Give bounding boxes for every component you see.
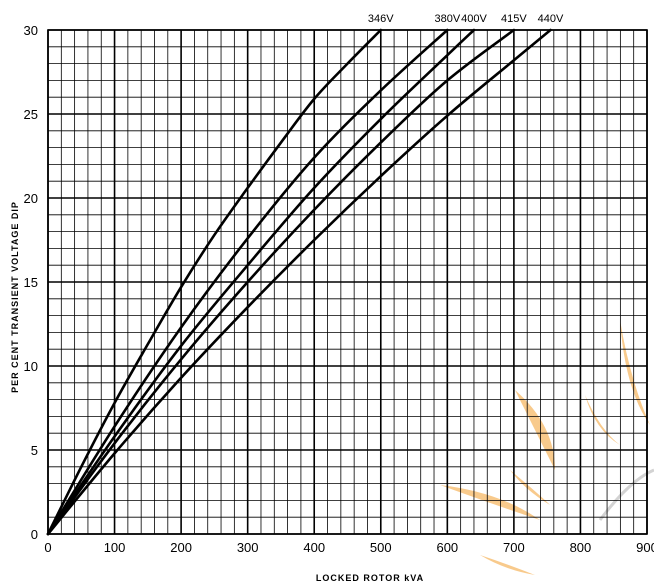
- x-tick-label: 900: [636, 540, 654, 555]
- y-axis-ticks: 0 5 10 15 20 25 30: [24, 23, 38, 542]
- series-label-440V: 440V: [538, 13, 564, 25]
- plot-frame: [47, 29, 648, 535]
- y-tick-label: 15: [24, 275, 38, 290]
- series-labels: 346V 380V 400V 415V 440V: [368, 13, 564, 25]
- series-line-400V: [46, 28, 476, 536]
- y-tick-label: 25: [24, 107, 38, 122]
- y-tick-label: 5: [31, 443, 38, 458]
- x-tick-label: 0: [44, 540, 51, 555]
- series-line-380V: [46, 28, 449, 536]
- x-tick-label: 500: [370, 540, 392, 555]
- series-line-346V: [46, 28, 383, 536]
- grid-lines: [47, 29, 648, 535]
- y-tick-label: 0: [31, 527, 38, 542]
- series-line-415V: [46, 28, 516, 536]
- series-label-415V: 415V: [501, 13, 527, 25]
- y-tick-label: 20: [24, 191, 38, 206]
- x-tick-label: 400: [303, 540, 325, 555]
- x-tick-label: 700: [503, 540, 525, 555]
- y-axis-title: PER CENT TRANSIENT VOLTAGE DIP: [10, 201, 20, 393]
- x-tick-label: 100: [104, 540, 126, 555]
- x-axis-title: LOCKED ROTOR kVA: [316, 573, 424, 583]
- x-tick-label: 300: [237, 540, 259, 555]
- series-label-346V: 346V: [368, 13, 394, 25]
- series-label-400V: 400V: [461, 13, 487, 25]
- x-tick-label: 800: [570, 540, 592, 555]
- series-label-380V: 380V: [434, 13, 460, 25]
- x-tick-label: 600: [436, 540, 458, 555]
- y-tick-label: 10: [24, 359, 38, 374]
- x-axis-ticks: 0 100 200 300 400 500 600 700 800 900: [44, 540, 654, 555]
- series-curves: [46, 28, 552, 536]
- y-tick-label: 30: [24, 23, 38, 38]
- x-tick-label: 200: [170, 540, 192, 555]
- series-line-440V: [46, 28, 552, 536]
- watermark-logo: [440, 320, 654, 575]
